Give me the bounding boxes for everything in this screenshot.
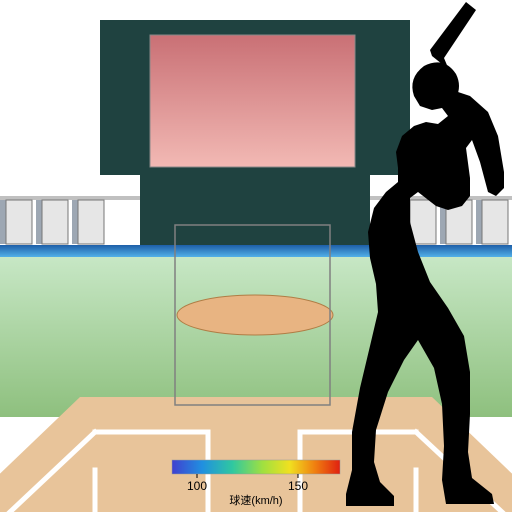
pitchers-mound [177,295,333,335]
colorbar-label: 球速(km/h) [229,493,282,507]
colorbar-tick-150: 150 [288,479,308,493]
scoreboard-screen [150,35,355,167]
scene: 100 150 球速(km/h) [0,0,512,512]
colorbar-tick-100: 100 [187,479,207,493]
outfield-wall [0,245,512,257]
